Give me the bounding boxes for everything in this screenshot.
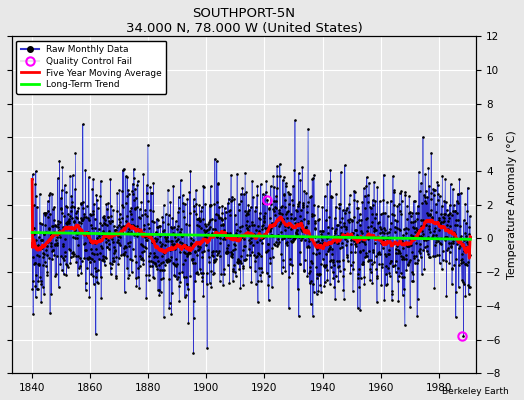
Text: Berkeley Earth: Berkeley Earth — [442, 387, 508, 396]
Y-axis label: Temperature Anomaly (°C): Temperature Anomaly (°C) — [507, 130, 517, 279]
Legend: Raw Monthly Data, Quality Control Fail, Five Year Moving Average, Long-Term Tren: Raw Monthly Data, Quality Control Fail, … — [16, 41, 167, 94]
Title: SOUTHPORT-5N
34.000 N, 78.000 W (United States): SOUTHPORT-5N 34.000 N, 78.000 W (United … — [126, 7, 363, 35]
